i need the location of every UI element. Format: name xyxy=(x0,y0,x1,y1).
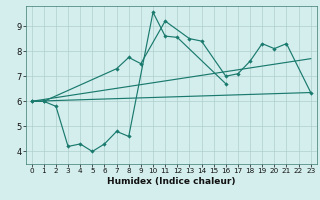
X-axis label: Humidex (Indice chaleur): Humidex (Indice chaleur) xyxy=(107,177,236,186)
